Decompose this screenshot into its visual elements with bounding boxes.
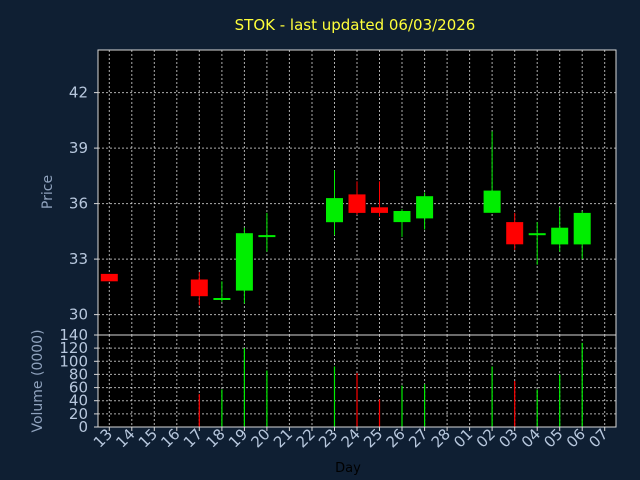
candle-body: [100, 273, 118, 282]
price-tick-label: 42: [69, 84, 88, 102]
candle-body: [190, 279, 208, 297]
candle-body: [393, 211, 411, 223]
volume-tick-label: 120: [59, 339, 88, 357]
volume-tick-label: 40: [69, 392, 88, 410]
price-tick-label: 36: [69, 195, 88, 213]
candle-body: [416, 196, 434, 219]
candle-body: [506, 222, 524, 245]
candle-body: [528, 233, 546, 236]
price-tick-label: 30: [69, 306, 88, 324]
volume-bars: [198, 342, 583, 427]
price-tick-label: 33: [69, 250, 88, 268]
candle-body: [235, 233, 253, 291]
candle-body: [551, 227, 569, 245]
price-axis-label: Price: [40, 175, 56, 209]
volume-axis-label: Volume (0000): [30, 329, 46, 432]
price-candles: [100, 131, 591, 306]
volume-tick-label: 100: [59, 352, 88, 370]
x-axis-label: Day: [335, 461, 361, 476]
chart-title: STOK - last updated 06/03/2026: [235, 16, 476, 34]
candle-body: [348, 194, 366, 213]
volume-tick-label: 140: [59, 326, 88, 344]
volume-tick-label: 60: [69, 379, 88, 397]
candle-body: [258, 235, 276, 238]
candle-body: [483, 190, 501, 213]
volume-tick-label: 0: [78, 418, 88, 436]
volume-tick-label: 80: [69, 365, 88, 383]
candle-body: [213, 298, 231, 300]
candle-body: [371, 207, 388, 213]
candle-body: [573, 212, 591, 245]
volume-tick-label: 20: [69, 405, 88, 423]
candle-body: [326, 198, 343, 223]
price-tick-label: 39: [69, 139, 88, 157]
